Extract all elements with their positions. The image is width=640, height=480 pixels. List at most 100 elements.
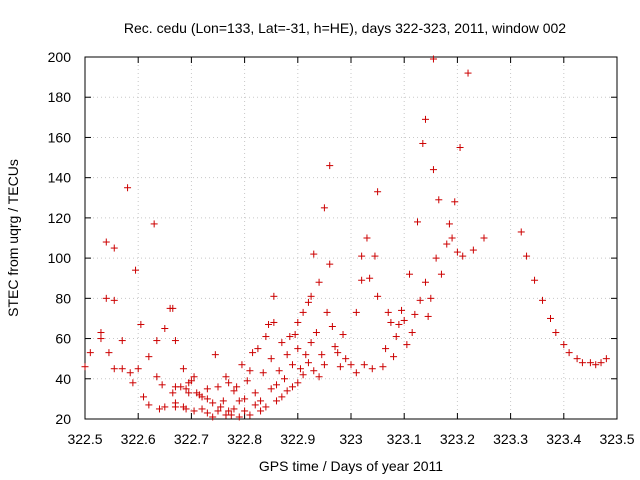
data-point xyxy=(464,69,472,77)
data-point xyxy=(406,270,414,278)
data-point xyxy=(288,361,296,369)
y-tick-label: 180 xyxy=(48,89,72,105)
data-point xyxy=(288,383,296,391)
data-point xyxy=(328,322,336,330)
data-point xyxy=(281,375,288,383)
data-point xyxy=(225,407,233,415)
data-point xyxy=(177,383,185,391)
data-point xyxy=(304,298,312,306)
data-point xyxy=(230,405,238,413)
data-point xyxy=(211,351,219,359)
data-point xyxy=(315,278,323,286)
data-point xyxy=(171,399,179,407)
data-point xyxy=(360,361,368,369)
y-tick-labels: 20 40 60 80 100 120 140 160 180 200 xyxy=(48,49,72,427)
x-tick-label: 323.4 xyxy=(546,431,581,447)
data-point xyxy=(283,351,291,359)
data-point xyxy=(217,403,225,411)
data-point xyxy=(227,411,235,419)
data-point xyxy=(118,337,126,345)
data-point xyxy=(429,55,437,63)
x-tick-label: 322.9 xyxy=(280,431,315,447)
data-point xyxy=(235,397,243,405)
data-point xyxy=(126,369,134,377)
data-point xyxy=(97,335,105,343)
data-point xyxy=(214,383,222,391)
data-point xyxy=(307,292,315,300)
data-point xyxy=(443,240,451,248)
data-point xyxy=(153,337,161,345)
data-point xyxy=(299,371,307,379)
data-point xyxy=(374,188,382,196)
data-point xyxy=(315,373,323,381)
data-point xyxy=(265,320,273,328)
data-point xyxy=(86,349,94,357)
data-point xyxy=(169,304,177,312)
data-point xyxy=(421,115,429,123)
data-point xyxy=(395,320,403,328)
data-point xyxy=(384,308,392,316)
data-point xyxy=(161,325,169,332)
data-point xyxy=(219,397,227,405)
y-tick-label: 80 xyxy=(55,290,71,306)
x-tick-label: 323.5 xyxy=(599,431,634,447)
data-point xyxy=(291,331,299,339)
data-point xyxy=(342,355,350,363)
y-tick-label: 140 xyxy=(48,170,72,186)
data-point xyxy=(371,252,379,260)
data-point xyxy=(169,389,177,397)
y-tick-label: 120 xyxy=(48,210,72,226)
data-point xyxy=(222,373,230,381)
data-point xyxy=(140,393,148,401)
data-point xyxy=(403,341,411,349)
data-point xyxy=(573,355,581,363)
data-point xyxy=(320,204,328,212)
data-point xyxy=(251,401,259,409)
data-point xyxy=(453,248,461,256)
x-tick-label: 322.6 xyxy=(121,431,156,447)
data-point xyxy=(374,292,382,300)
data-point xyxy=(158,381,166,389)
data-point xyxy=(312,329,320,337)
data-point xyxy=(408,329,416,337)
data-point xyxy=(249,349,257,357)
data-point xyxy=(257,407,265,415)
data-point xyxy=(278,339,286,347)
data-point xyxy=(190,407,198,415)
data-point xyxy=(81,363,89,371)
data-point xyxy=(294,345,302,353)
data-point xyxy=(416,296,424,304)
data-point xyxy=(602,355,610,363)
data-point xyxy=(592,361,600,369)
data-point xyxy=(323,308,331,316)
data-point xyxy=(283,387,291,395)
x-tick-label: 323.3 xyxy=(493,431,528,447)
data-point xyxy=(153,373,161,381)
y-tick-label: 60 xyxy=(55,331,71,347)
data-point xyxy=(155,405,163,413)
data-point xyxy=(286,333,294,341)
data-point xyxy=(411,310,419,318)
data-point xyxy=(427,294,435,302)
data-point xyxy=(270,318,278,326)
data-point xyxy=(437,270,445,278)
data-point xyxy=(398,306,406,314)
data-point xyxy=(400,316,408,324)
data-point xyxy=(185,389,193,397)
data-point xyxy=(251,389,259,397)
data-point xyxy=(198,405,206,413)
data-point xyxy=(209,413,217,421)
data-point xyxy=(171,337,179,345)
data-point xyxy=(145,353,153,361)
data-point xyxy=(137,320,145,328)
data-point xyxy=(209,399,217,407)
data-point xyxy=(421,278,429,286)
data-point xyxy=(267,355,275,363)
data-point xyxy=(246,411,254,419)
data-point xyxy=(352,369,360,377)
data-point xyxy=(368,365,376,373)
data-point xyxy=(105,349,113,357)
data-point xyxy=(469,246,477,254)
data-point xyxy=(230,387,238,395)
x-tick-label: 322.7 xyxy=(174,431,209,447)
